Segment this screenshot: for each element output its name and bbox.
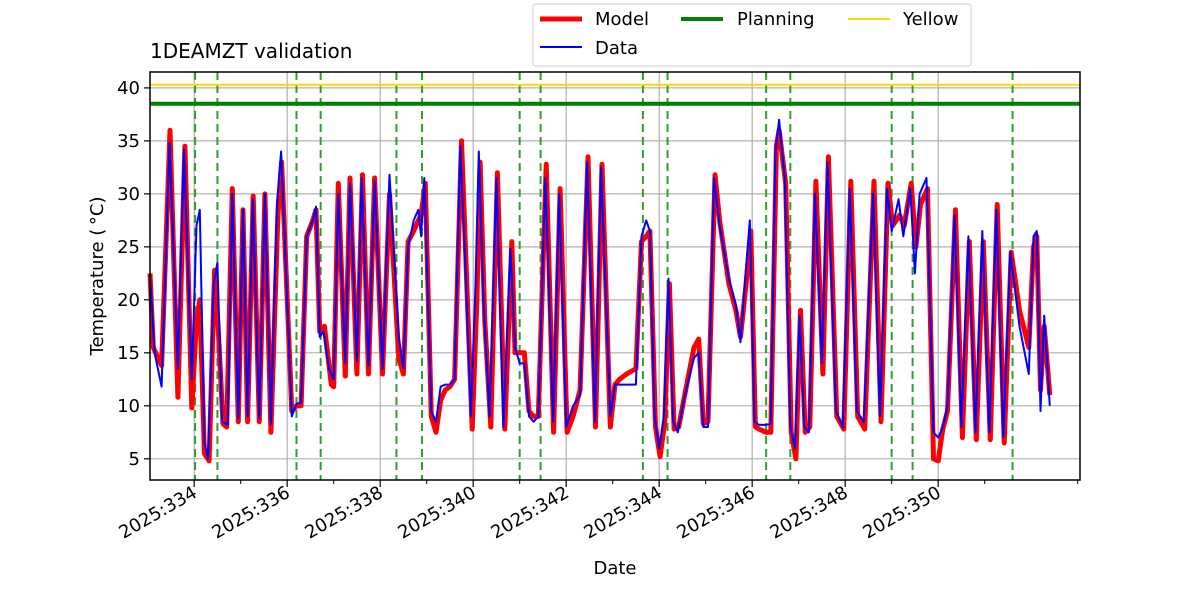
legend: Model Data Planning Yellow (532, 3, 972, 67)
y-tick-label: 15 (117, 343, 140, 364)
series-lines (147, 118, 1053, 464)
legend-label-model: Model (595, 9, 649, 30)
y-axis-label: Temperature ( °C) (87, 197, 108, 357)
legend-label-planning: Planning (737, 9, 815, 30)
y-axis-ticks: 5 10 15 20 25 30 35 40 (117, 78, 150, 470)
y-tick-label: 25 (117, 237, 140, 258)
data-series-line (149, 118, 1051, 460)
y-tick-label: 5 (129, 449, 140, 470)
legend-label-data: Data (595, 38, 638, 59)
y-tick-label: 30 (117, 184, 140, 205)
y-tick-label: 10 (117, 396, 140, 417)
y-tick-label: 20 (117, 290, 140, 311)
plot-frame (149, 71, 1081, 481)
limit-lines (150, 83, 1080, 106)
y-tick-label: 35 (117, 131, 140, 152)
legend-label-yellow: Yellow (902, 9, 958, 30)
y-tick-label: 40 (117, 78, 140, 99)
x-axis-label: Date (593, 558, 636, 579)
chart-title: 1DEAMZT validation (150, 39, 352, 63)
